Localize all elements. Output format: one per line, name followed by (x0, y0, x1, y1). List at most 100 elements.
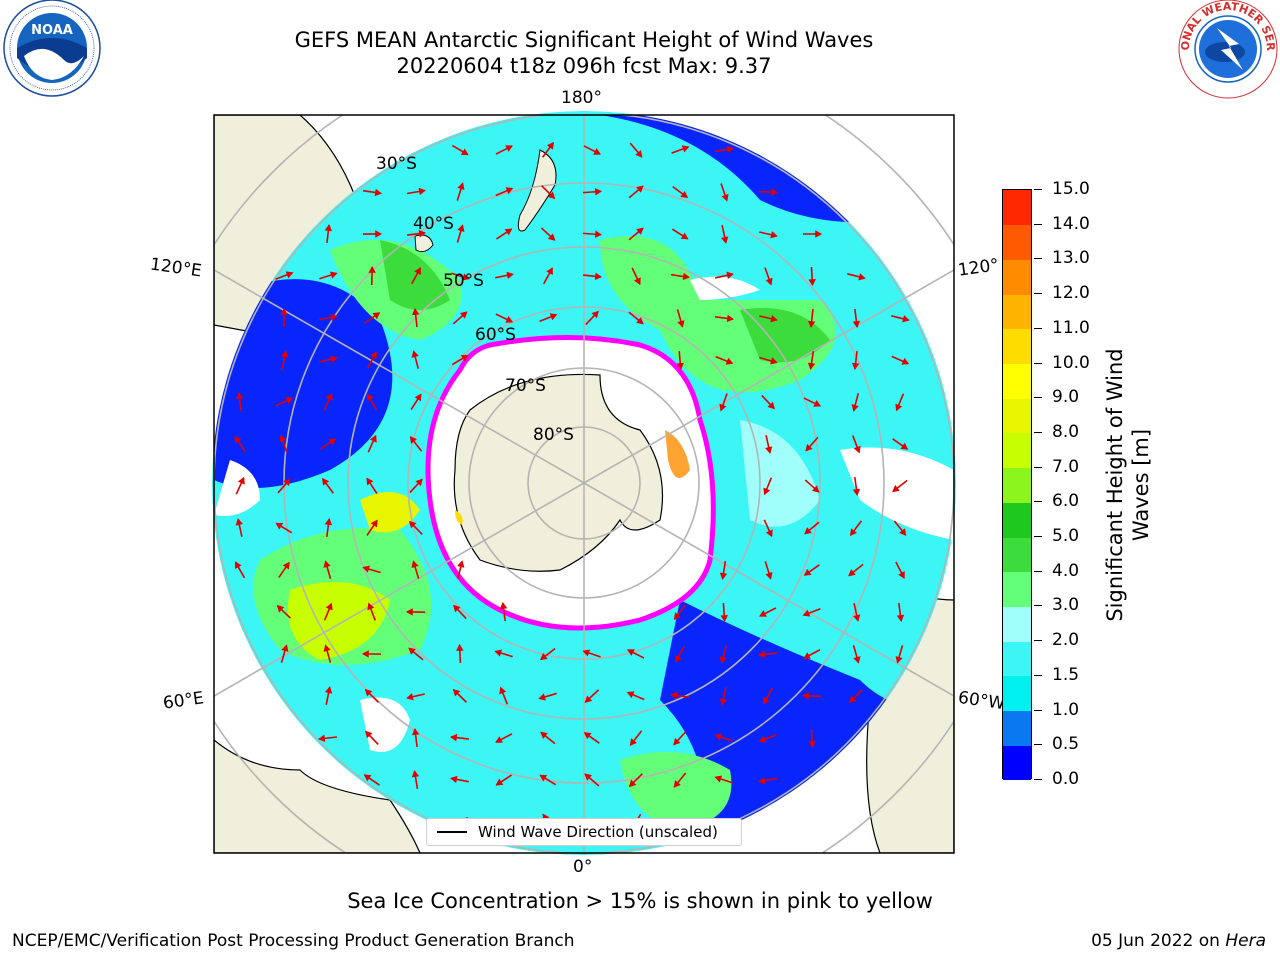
colorbar-tick (1034, 536, 1042, 538)
colorbar-tick-label: 1.0 (1052, 699, 1080, 720)
wave-direction-arrowhead (283, 478, 291, 486)
wave-direction-arrowhead (374, 188, 382, 197)
wave-direction-arrowhead (675, 655, 682, 663)
lat-label-50s: 50°S (443, 271, 484, 291)
colorbar-segment (1003, 675, 1031, 712)
colorbar-segment (1003, 641, 1031, 677)
wave-direction-arrowhead (902, 315, 910, 323)
wave-direction-arrowhead (370, 519, 378, 528)
colorbar-tick (1034, 362, 1042, 364)
wave-direction-arrowhead (318, 734, 326, 743)
wave-direction-arrowhead (676, 362, 684, 371)
wave-direction-arrowhead (771, 188, 779, 196)
wave-direction-arrowhead (719, 656, 727, 664)
wave-direction-arrowhead (851, 362, 860, 370)
colorbar-tick (1034, 779, 1042, 780)
wave-direction-arrowhead (328, 438, 337, 446)
wave-direction-arrowhead (362, 565, 370, 573)
wave-direction-arrowhead (281, 644, 289, 652)
wave-direction-arrowhead (372, 312, 381, 320)
wave-direction-arrowhead (758, 650, 766, 659)
wave-direction-arrowhead (804, 527, 812, 535)
wave-direction-arrowhead (594, 188, 603, 196)
wave-direction-arrowhead (583, 732, 592, 740)
colorbar-tick (1034, 189, 1042, 190)
wave-direction-arrowhead (453, 604, 461, 613)
footer-organization: NCEP/EMC/Verification Post Processing Pr… (12, 931, 575, 951)
colorbar-segment (1003, 259, 1031, 295)
wave-direction-arrowhead (726, 314, 734, 323)
lat-label-60s: 60°S (475, 325, 516, 345)
wave-direction-arrowhead (418, 187, 426, 196)
wave-direction-arrowhead (369, 434, 377, 443)
wave-direction-arrowhead (803, 652, 811, 659)
colorbar-tick (1034, 258, 1042, 260)
wave-direction-arrowhead (546, 141, 554, 150)
wave-direction-arrowhead (505, 145, 513, 152)
wave-direction-arrowhead (366, 393, 374, 402)
nws-logo: NATIONAL WEATHER SERVICE (1172, 0, 1279, 100)
wave-direction-arrowhead (547, 233, 556, 241)
colorbar-tick-label: 6.0 (1052, 491, 1080, 512)
wave-direction-arrowhead (366, 477, 374, 486)
wave-direction-arrowhead (852, 320, 861, 328)
wave-direction-arrowhead (808, 279, 816, 287)
colorbar-tick-label: 1.5 (1052, 664, 1080, 685)
wave-direction-arrowhead (895, 656, 903, 664)
wave-direction-arrowhead (408, 520, 417, 529)
wave-direction-arrowhead (677, 320, 685, 328)
colorbar-tick-label: 10.0 (1052, 352, 1090, 373)
colorbar-segment (1003, 467, 1031, 503)
wave-direction-arrowhead (414, 267, 421, 275)
wave-direction-arrowhead (276, 605, 285, 613)
wave-direction-arrowhead (627, 649, 635, 656)
wave-direction-arrowhead (547, 191, 556, 200)
colorbar-tick-label: 11.0 (1052, 317, 1090, 338)
wave-direction-arrowhead (504, 228, 513, 236)
map-title: GEFS MEAN Antarctic Significant Height o… (294, 28, 874, 52)
colorbar-tick-label: 14.0 (1052, 213, 1090, 234)
colorbar-tick (1034, 570, 1042, 572)
land-new-zealand (517, 149, 557, 232)
wave-direction-arrowhead (848, 695, 857, 704)
wave-direction-arrowhead (411, 770, 420, 778)
colorbar-segment (1003, 745, 1031, 781)
colorbar-segment (1003, 363, 1031, 399)
wave-direction-arrowhead (682, 272, 690, 281)
noaa-logo: NOAA (2, 0, 102, 98)
wave-direction-arrowhead (770, 315, 778, 323)
wave-direction-arrowhead (765, 571, 773, 580)
wave-direction-arrowhead (325, 602, 333, 611)
wave-direction-arrowhead (409, 436, 417, 444)
wave-direction-arrowhead (719, 572, 728, 580)
wave-direction-arrowhead (726, 271, 734, 279)
wave-direction-arrowhead (719, 403, 727, 412)
colorbar-tick (1034, 466, 1042, 468)
wave-direction-arrowhead (457, 182, 465, 191)
wave-direction-arrowhead (714, 775, 723, 783)
wave-direction-arrowhead (802, 609, 811, 617)
wave-direction-arrowhead (540, 653, 548, 661)
wave-direction-arrowhead (330, 313, 338, 322)
wave-direction-arrowhead (505, 187, 514, 195)
wave-direction-arrowhead (805, 443, 813, 452)
wave-direction-arrowhead (636, 317, 644, 325)
wave-direction-arrowhead (411, 308, 420, 316)
wave-direction-arrowhead (763, 487, 771, 496)
wave-direction-arrowhead (811, 485, 820, 493)
lat-label-80s: 80°S (533, 425, 574, 445)
wave-direction-arrowhead (851, 404, 859, 412)
wave-direction-arrowhead (584, 695, 593, 703)
wave-direction-arrowhead (234, 435, 242, 444)
lat-label-30s: 30°S (376, 154, 417, 174)
wave-direction-arrowhead (418, 229, 426, 238)
colorbar-tick (1034, 431, 1042, 433)
colorbar-segment (1003, 224, 1031, 260)
wave-direction-arrowhead (495, 736, 503, 743)
wave-direction-arrowhead (322, 477, 330, 486)
wave-direction-arrowhead (770, 231, 778, 239)
colorbar-segment (1003, 328, 1031, 365)
meridian-lines (214, 115, 954, 853)
wave-direction-arrowhead (853, 445, 861, 454)
footer-date: 05 Jun 2022 on Hera (1091, 931, 1266, 951)
